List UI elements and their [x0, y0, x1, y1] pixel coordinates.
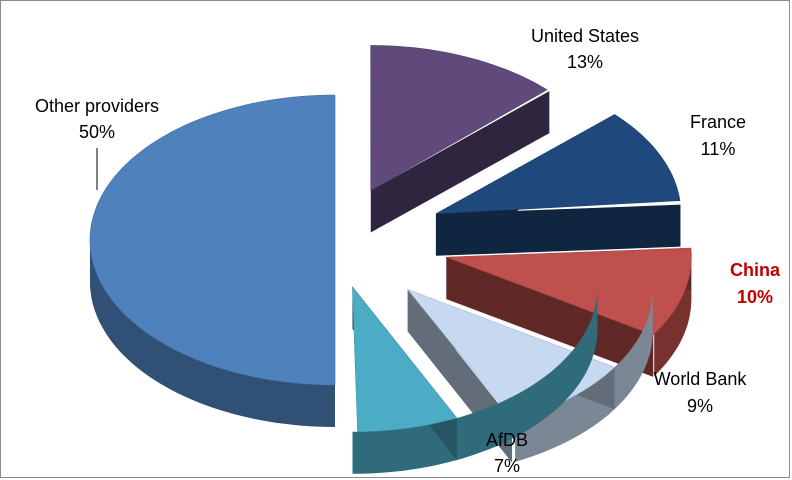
- label-united-states: United States: [531, 26, 639, 46]
- label-china-value: 10%: [737, 287, 773, 307]
- label-france-value: 11%: [701, 139, 736, 159]
- slice-side: [515, 289, 653, 462]
- slice-cut: [370, 91, 550, 233]
- slice-other-providers: [89, 94, 336, 427]
- slice-side: [352, 286, 598, 474]
- label-afdb: AfDB: [486, 430, 528, 450]
- label-world-bank-value: 9%: [687, 396, 713, 416]
- slice-side: [90, 240, 335, 427]
- label-world-bank: World Bank: [654, 369, 748, 389]
- slice-afdb: [352, 285, 598, 474]
- slice-side: [654, 257, 692, 376]
- label-united-states-value: 13%: [567, 52, 603, 72]
- slice-cut: [446, 257, 654, 377]
- slice-top: [370, 45, 548, 191]
- slice-china: [446, 247, 692, 377]
- slice-top: [435, 114, 681, 215]
- slice-top: [352, 285, 458, 433]
- slice-france: [435, 114, 681, 256]
- slice-cut: [435, 204, 681, 256]
- label-france: France: [690, 112, 746, 132]
- label-afdb-value: 7%: [494, 456, 520, 476]
- label-china: China: [730, 260, 781, 280]
- slice-top: [89, 94, 336, 386]
- slice-top: [446, 247, 692, 336]
- label-other-providers: Other providers: [35, 96, 159, 116]
- slice-united-states: [370, 45, 550, 233]
- label-other-providers-value: 50%: [79, 122, 115, 142]
